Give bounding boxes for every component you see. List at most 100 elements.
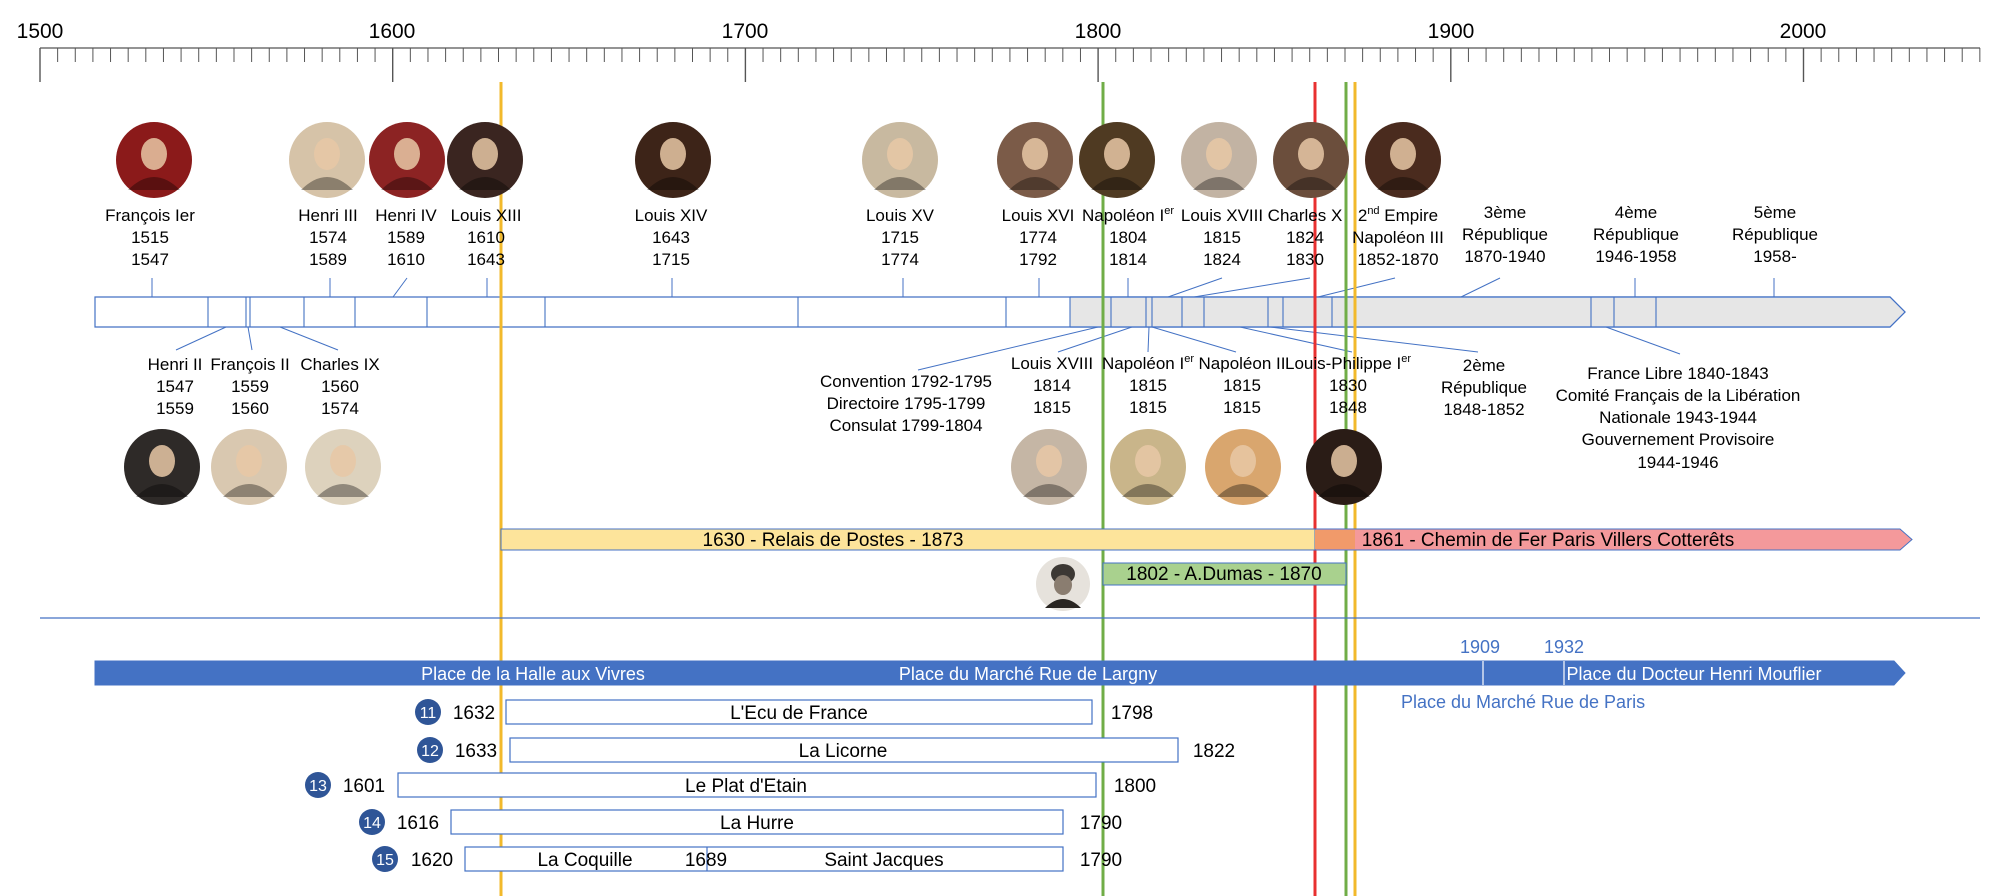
svg-text:2nd Empire: 2nd Empire [1358,205,1438,225]
svg-text:1560: 1560 [321,377,359,396]
svg-text:France Libre 1840-1843: France Libre 1840-1843 [1587,364,1768,383]
reign-louis-xiv: Louis XIV 1643 1715 [635,206,708,269]
svg-text:1824: 1824 [1203,250,1241,269]
inn-15: 15 1620 La Coquille 1689 Saint Jacques 1… [372,846,1122,872]
inn-bar [450,809,1064,835]
inn-name-2: Saint Jacques [824,850,943,871]
portrait-louis-philippe [1306,429,1382,505]
inn-end: 1790 [1080,850,1122,871]
reign-charles-x: Charles X 1824 1830 [1268,206,1343,269]
svg-text:1814: 1814 [1109,250,1147,269]
inn-end: 1798 [1111,703,1153,724]
reign-timeline-arrow [94,296,1906,328]
reign-louis-xviii-top: Louis XVIII 1815 1824 [1181,206,1263,269]
inn-start: 1620 [411,850,453,871]
reign-name: François Ier [105,206,195,225]
portrait-louis-xv [862,122,938,198]
inn-start: 1633 [455,741,497,762]
republic-3eme: 3ème République 1870-1940 [1462,203,1548,266]
reign-napoleon-ii: Napoléon II 1815 1815 [1199,354,1286,417]
svg-text:Directoire 1795-1799: Directoire 1795-1799 [827,394,986,413]
svg-text:1815: 1815 [1203,228,1241,247]
svg-text:1958-: 1958- [1753,247,1796,266]
republic-5eme: 5ème République 1958- [1732,203,1818,266]
svg-text:François II: François II [210,355,289,374]
inn-mid-year: 1689 [685,850,727,871]
svg-text:1852-1870: 1852-1870 [1357,250,1438,269]
portrait-louis-xiii [447,122,523,198]
bottom-reign-labels-late: Louis XVIII 1814 1815 Napoléon Ier 1815 … [1011,353,1800,472]
inn-name: La Licorne [799,741,888,762]
inn-12: 12 1633 La Licorne 1822 [417,737,1235,763]
year-1932: 1932 [1544,637,1584,657]
svg-text:5ème: 5ème [1754,203,1797,222]
inn-start: 1632 [453,703,495,724]
axis-label-1700: 1700 [722,20,769,43]
svg-text:1830: 1830 [1286,250,1324,269]
place-mouflier: Place du Docteur Henri Mouflier [1566,664,1821,684]
svg-text:République: République [1441,378,1527,397]
svg-text:Louis XIV: Louis XIV [635,206,708,225]
svg-text:Henri IV: Henri IV [375,206,437,225]
portrait-louis-xvi [997,122,1073,198]
svg-text:1815: 1815 [1129,398,1167,417]
svg-text:Napoléon Ier: Napoléon Ier [1102,353,1194,373]
svg-text:3ème: 3ème [1484,203,1527,222]
axis-label-2000: 2000 [1780,20,1827,43]
reign-louis-xviii-bottom: Louis XVIII 1814 1815 [1011,354,1093,417]
reign-napoleon-i-bottom: Napoléon Ier 1815 1815 [1102,353,1194,417]
inn-number-badge [305,772,331,798]
svg-text:14: 14 [363,815,381,832]
svg-text:1774: 1774 [881,250,919,269]
inn-name: L'Ecu de France [730,703,868,724]
svg-text:12: 12 [421,743,439,760]
svg-text:Charles IX: Charles IX [300,355,379,374]
svg-text:Henri III: Henri III [298,206,358,225]
portraits-bottom [1011,429,1382,505]
reign-louis-philippe: Louis-Philippe Ier 1830 1848 [1285,353,1411,417]
reign-louis-xiii: Louis XIII 1610 1643 [451,206,522,269]
inn-start: 1601 [343,776,385,797]
reign-end: 1547 [131,250,169,269]
inn-11: 11 1632 L'Ecu de France 1798 [415,699,1153,725]
bottom-connectors [175,326,1681,371]
place-marche-paris: Place du Marché Rue de Paris [1401,692,1645,712]
reign-charles-ix: Charles IX 1560 1574 [300,355,379,418]
reign-francois-ier: François Ier 1515 1547 [105,206,195,269]
svg-text:1815: 1815 [1223,398,1261,417]
portrait-francois-ier [116,122,192,198]
portrait-henri-iii [289,122,365,198]
reign-henri-iii: Henri III 1574 1589 [298,206,358,269]
reign-henri-ii: Henri II 1547 1559 [148,355,203,418]
svg-text:1792: 1792 [1019,250,1057,269]
year-axis: 1500 1600 1700 1800 1900 2000 [17,20,1981,82]
svg-text:13: 13 [309,778,327,795]
inn-end: 1822 [1193,741,1235,762]
france-libre: France Libre 1840-1843 Comité Français d… [1556,364,1801,472]
inn-bar [509,737,1179,763]
place-marche-largny: Place du Marché Rue de Largny [899,664,1157,684]
year-1909: 1909 [1460,637,1500,657]
svg-text:1944-1946: 1944-1946 [1637,453,1718,472]
svg-text:Comité Français de la Libérati: Comité Français de la Libération [1556,386,1801,405]
overlap-segment [1315,530,1355,549]
inn-number-badge [372,846,398,872]
svg-text:1643: 1643 [652,228,690,247]
svg-text:1815: 1815 [1223,376,1261,395]
reign-francois-ii: François II 1559 1560 [210,355,289,418]
svg-text:République: République [1462,225,1548,244]
inn-bar [505,699,1093,725]
svg-text:1610: 1610 [387,250,425,269]
svg-text:1610: 1610 [467,228,505,247]
svg-text:1547: 1547 [156,377,194,396]
axis-label-1800: 1800 [1075,20,1122,43]
svg-text:1589: 1589 [387,228,425,247]
inn-start: 1616 [397,813,439,834]
svg-text:2ème: 2ème [1463,356,1506,375]
axis-ticks [39,48,1981,82]
svg-text:1848: 1848 [1329,398,1367,417]
svg-text:Henri II: Henri II [148,355,203,374]
svg-text:Consulat 1799-1804: Consulat 1799-1804 [829,416,982,435]
place-halle: Place de la Halle aux Vivres [421,664,645,684]
